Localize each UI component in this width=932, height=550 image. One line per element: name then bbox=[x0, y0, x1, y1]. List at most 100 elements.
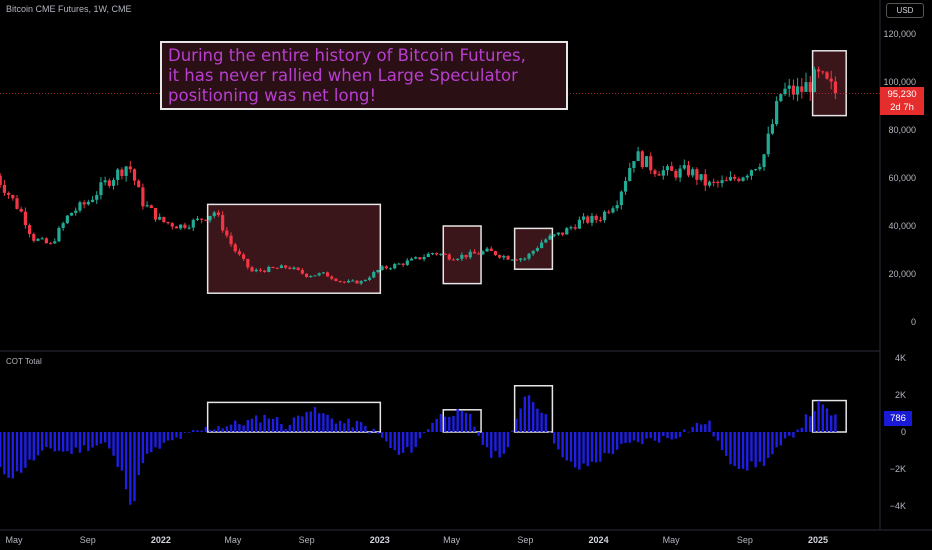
candle-body bbox=[346, 280, 351, 283]
cot-bar bbox=[267, 418, 271, 432]
candle-body bbox=[242, 254, 246, 259]
candle-body bbox=[661, 170, 665, 176]
cot-bar bbox=[683, 429, 686, 432]
cot-bar bbox=[154, 432, 157, 448]
candle-body bbox=[405, 260, 409, 265]
candle-body bbox=[724, 180, 728, 182]
cot-bar bbox=[137, 432, 140, 476]
cot-bar bbox=[368, 432, 371, 434]
cot-bar bbox=[469, 413, 472, 432]
cot-bar bbox=[511, 430, 514, 432]
price-tick-label: 0 bbox=[911, 317, 916, 327]
cot-bar bbox=[582, 432, 585, 464]
candle-body bbox=[304, 273, 309, 277]
candle-body bbox=[367, 277, 372, 280]
candle-body bbox=[506, 256, 510, 260]
cot-bar bbox=[611, 432, 615, 455]
candle-body bbox=[288, 267, 292, 269]
candle-body bbox=[422, 257, 426, 260]
cot-bar bbox=[834, 414, 837, 432]
candle-body bbox=[325, 272, 330, 277]
candle-body bbox=[166, 222, 170, 224]
cot-bar bbox=[439, 414, 443, 432]
candle-body bbox=[267, 266, 271, 272]
candle-body bbox=[212, 212, 216, 216]
cot-bar bbox=[720, 432, 724, 451]
cot-bar bbox=[124, 432, 128, 490]
cot-bar bbox=[322, 413, 325, 432]
candle-body bbox=[598, 219, 602, 221]
cot-bar bbox=[548, 431, 552, 433]
cot-bar bbox=[733, 432, 736, 467]
candle-body bbox=[246, 258, 250, 268]
candle-body bbox=[816, 69, 821, 72]
candle-body bbox=[233, 244, 237, 252]
candle-body bbox=[380, 266, 384, 271]
cot-bar bbox=[15, 432, 19, 472]
cot-bar bbox=[565, 432, 568, 461]
candle-body bbox=[296, 267, 300, 270]
cot-bar bbox=[779, 432, 783, 446]
currency-button[interactable]: USD bbox=[886, 3, 924, 18]
candle-body bbox=[590, 215, 594, 223]
cot-bar bbox=[401, 432, 405, 453]
chart-title: Bitcoin CME Futures, 1W, CME bbox=[6, 4, 132, 14]
candle-body bbox=[158, 216, 162, 220]
candle-body bbox=[674, 170, 678, 178]
cot-bar bbox=[187, 431, 191, 433]
cot-bar bbox=[725, 432, 728, 456]
candle-body bbox=[796, 86, 800, 95]
candle-body bbox=[468, 251, 472, 258]
cot-bar bbox=[418, 432, 422, 439]
price-highlight-box-4 bbox=[811, 50, 847, 117]
candle-body bbox=[707, 181, 712, 186]
cot-bar bbox=[754, 432, 757, 468]
cot-bar bbox=[196, 430, 199, 432]
candle-body bbox=[623, 180, 628, 192]
candle-body bbox=[384, 266, 388, 269]
candle-body bbox=[699, 174, 703, 180]
candle-body bbox=[330, 276, 334, 279]
cot-bar bbox=[158, 432, 161, 449]
cot-bar bbox=[326, 414, 329, 432]
cot-bar bbox=[246, 419, 250, 432]
cot-bar bbox=[452, 415, 455, 432]
cot-bar bbox=[120, 432, 124, 471]
cot-bar bbox=[804, 414, 808, 432]
candle-body bbox=[162, 216, 166, 223]
candle-body bbox=[472, 251, 477, 254]
cot-bar bbox=[414, 432, 417, 448]
cot-bar bbox=[171, 432, 174, 441]
candle-body bbox=[783, 88, 787, 95]
candle-body bbox=[342, 281, 346, 283]
cot-bar bbox=[594, 432, 598, 463]
candle-body bbox=[695, 169, 699, 180]
cot-bar bbox=[82, 432, 86, 446]
candle-body bbox=[258, 269, 263, 271]
candle-body bbox=[825, 72, 829, 79]
cot-bar bbox=[737, 432, 741, 470]
candle-body bbox=[317, 273, 321, 276]
price-tick-label: 80,000 bbox=[888, 125, 916, 135]
cot-bar bbox=[443, 416, 447, 432]
cot-bar bbox=[544, 414, 548, 432]
candle-body bbox=[456, 258, 460, 260]
cot-bar bbox=[641, 432, 644, 445]
cot-tick-label: −4K bbox=[890, 501, 906, 511]
candle-body bbox=[372, 272, 376, 278]
candle-body bbox=[409, 258, 414, 261]
cot-bar bbox=[783, 432, 787, 439]
candle-body bbox=[766, 133, 770, 155]
cot-bar bbox=[515, 418, 518, 432]
candle-body bbox=[485, 248, 489, 252]
cot-bar bbox=[40, 432, 44, 451]
candle-body bbox=[174, 226, 179, 229]
annotation-line-3: positioning was net long! bbox=[168, 86, 377, 105]
cot-bar bbox=[552, 432, 556, 444]
cot-bar bbox=[36, 432, 40, 456]
cot-bar bbox=[527, 395, 531, 432]
candle-body bbox=[225, 230, 229, 236]
cot-bar bbox=[653, 432, 657, 441]
candle-body bbox=[632, 161, 636, 169]
